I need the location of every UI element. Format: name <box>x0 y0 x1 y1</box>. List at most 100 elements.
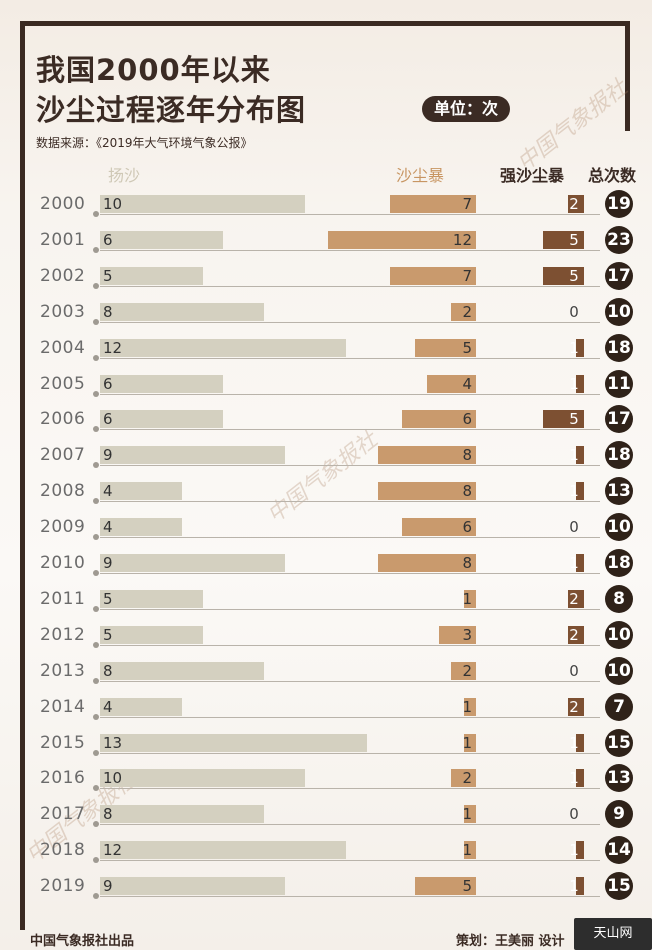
label-severe-sandstorm: 2 <box>569 195 579 213</box>
year-label: 2010 <box>40 553 86 573</box>
label-sandstorm: 1 <box>462 841 472 860</box>
label-blowing-sand: 8 <box>103 805 113 824</box>
frame-right-border <box>625 21 630 131</box>
bar-severe-sandstorm <box>575 482 584 501</box>
row-tick <box>93 211 99 217</box>
total-badge: 13 <box>605 764 633 793</box>
year-label: 2019 <box>40 876 86 897</box>
total-badge: 13 <box>605 477 633 506</box>
row-tick <box>93 498 99 505</box>
year-label: 2011 <box>40 588 86 609</box>
year-label: 2003 <box>40 301 86 322</box>
row-tick <box>93 677 99 684</box>
label-blowing-sand: 6 <box>103 410 113 429</box>
total-badge: 10 <box>605 620 633 649</box>
total-badge: 10 <box>605 656 633 685</box>
row-baseline <box>100 896 600 898</box>
legend-sandstorm: 沙尘暴 <box>396 166 445 185</box>
total-badge: 18 <box>605 333 633 362</box>
label-sandstorm: 5 <box>462 877 472 896</box>
bar-sandstorm <box>463 805 476 824</box>
row-tick <box>93 713 99 720</box>
bar-blowing-sand <box>100 338 346 357</box>
row-tick <box>93 785 99 792</box>
total-badge: 11 <box>605 369 633 398</box>
row-tick <box>93 282 99 289</box>
bar-sandstorm <box>426 374 476 393</box>
row-baseline <box>100 824 600 826</box>
year-label: 2009 <box>40 517 86 538</box>
bar-blowing-sand <box>100 410 223 429</box>
bar-blowing-sand <box>100 554 285 572</box>
label-sandstorm: 1 <box>462 589 472 608</box>
label-blowing-sand: 5 <box>103 266 113 285</box>
bar-severe-sandstorm <box>567 625 584 644</box>
bar-severe-sandstorm <box>575 374 584 393</box>
row-baseline <box>100 752 600 754</box>
bar-blowing-sand <box>100 266 203 285</box>
bar-severe-sandstorm <box>575 733 584 752</box>
bar-sandstorm <box>402 410 476 429</box>
label-blowing-sand: 13 <box>103 733 123 752</box>
label-blowing-sand: 4 <box>103 697 113 716</box>
bar-blowing-sand <box>100 374 223 393</box>
bar-sandstorm <box>377 482 476 501</box>
row-tick <box>93 605 99 612</box>
label-sandstorm: 12 <box>452 230 472 249</box>
label-blowing-sand: 9 <box>103 446 113 465</box>
label-sandstorm: 3 <box>462 625 472 644</box>
bar-severe-sandstorm <box>575 554 584 572</box>
year-label: 2012 <box>40 624 86 645</box>
year-label: 2006 <box>40 409 86 430</box>
total-badge: 10 <box>605 297 633 326</box>
bar-blowing-sand <box>100 697 182 716</box>
bar-sandstorm <box>463 841 476 860</box>
bar-blowing-sand <box>100 482 182 501</box>
row-baseline <box>100 321 600 323</box>
row-baseline <box>100 680 600 682</box>
bar-severe-sandstorm <box>543 266 584 285</box>
total-badge: 7 <box>605 692 633 721</box>
label-blowing-sand: 4 <box>103 482 113 501</box>
label-sandstorm: 1 <box>462 805 472 824</box>
label-sandstorm: 6 <box>462 518 472 537</box>
row-tick <box>93 462 99 469</box>
label-sandstorm: 2 <box>462 769 472 788</box>
label-severe-sandstorm: 1 <box>569 877 579 896</box>
unit-badge: 单位：次 <box>422 96 511 122</box>
bar-blowing-sand <box>100 661 264 680</box>
bar-blowing-sand <box>100 302 264 321</box>
row-tick <box>93 318 99 325</box>
chart-row: 2013 8 2 0 10 <box>0 655 652 691</box>
chart-row: 2005 6 4 1 11 <box>0 368 652 404</box>
row-tick <box>93 857 99 864</box>
label-sandstorm: 2 <box>462 302 472 321</box>
label-sandstorm: 2 <box>462 661 472 680</box>
label-severe-sandstorm: 1 <box>569 733 579 752</box>
row-tick <box>93 534 99 541</box>
row-baseline <box>100 357 600 359</box>
label-sandstorm: 5 <box>462 338 472 357</box>
bar-severe-sandstorm <box>575 446 584 465</box>
bar-sandstorm <box>389 266 476 285</box>
total-badge: 19 <box>605 190 633 218</box>
row-baseline <box>100 788 600 790</box>
bar-blowing-sand <box>100 769 305 788</box>
chart-row: 2001 6 12 5 23 <box>0 224 652 260</box>
chart-row: 2008 4 8 1 13 <box>0 475 652 511</box>
total-badge: 10 <box>605 513 633 542</box>
row-baseline <box>100 214 600 215</box>
chart-row: 2014 4 1 2 7 <box>0 691 652 727</box>
bar-sandstorm <box>463 697 476 716</box>
row-baseline <box>100 501 600 503</box>
bar-blowing-sand <box>100 446 285 465</box>
total-badge: 15 <box>605 872 633 901</box>
row-baseline <box>100 537 600 539</box>
bar-sandstorm <box>463 733 476 752</box>
label-severe-sandstorm: 0 <box>569 805 579 824</box>
total-badge: 17 <box>605 261 633 290</box>
row-tick <box>93 749 99 756</box>
row-baseline <box>100 285 600 287</box>
label-blowing-sand: 9 <box>103 877 113 896</box>
bar-blowing-sand <box>100 733 367 752</box>
